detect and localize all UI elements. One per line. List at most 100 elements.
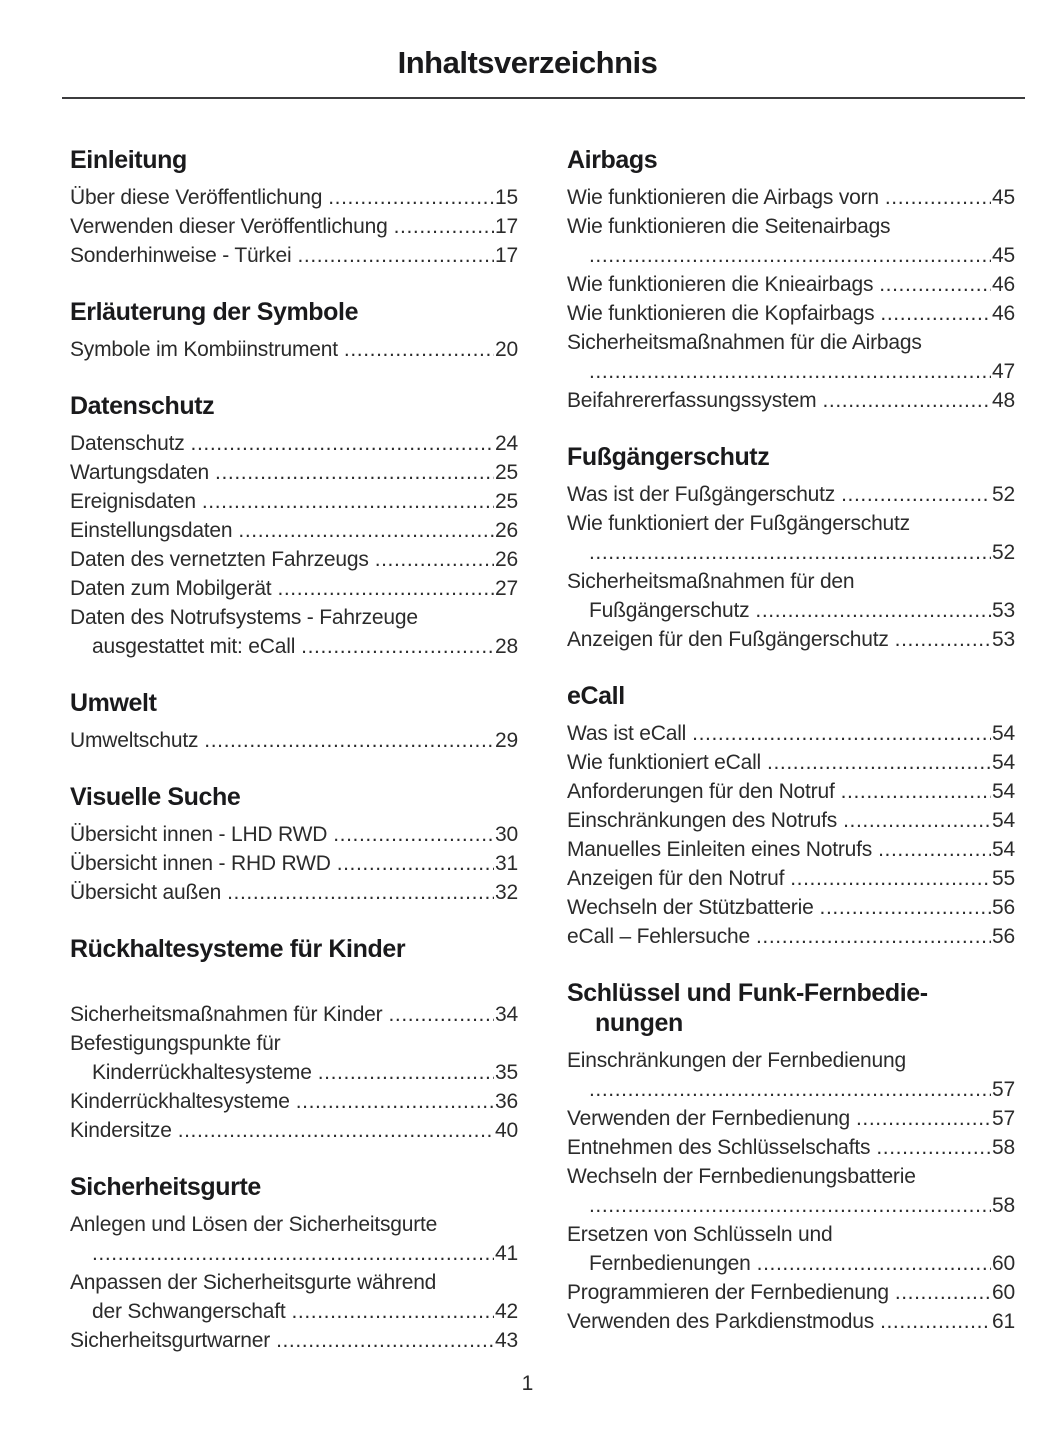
toc-entry-page-number: 40 xyxy=(495,1119,518,1142)
toc-entry[interactable]: eCall – Fehlersuche.....................… xyxy=(567,922,1015,951)
toc-entry[interactable]: Ereignisdaten...........................… xyxy=(70,487,518,516)
toc-entry-title: Kinderrückhaltesysteme xyxy=(70,1090,290,1113)
toc-entry-last-line: Einschränkungen des Notrufs.............… xyxy=(567,806,1015,835)
toc-entry[interactable]: Kindersitze.............................… xyxy=(70,1116,518,1145)
toc-entry[interactable]: Übersicht außen.........................… xyxy=(70,878,518,907)
toc-entry-page-number: 15 xyxy=(495,186,518,209)
toc-entry[interactable]: Ersetzen von Schlüsseln und Fernbedienung… xyxy=(567,1220,1015,1278)
toc-entry-text-line: Anlegen und Lösen der Sicherheitsgurte xyxy=(70,1213,438,1236)
toc-entry-page-number: 45 xyxy=(992,186,1015,209)
toc-column-right: Airbags Wie funktionieren die Airbags vor… xyxy=(567,118,1015,1355)
toc-entry[interactable]: Wechseln der Fernbedienungsbatterie.....… xyxy=(567,1162,1015,1220)
toc-entry[interactable]: Wie funktionieren die Knieairbags.......… xyxy=(567,270,1015,299)
toc-entry-page-number: 47 xyxy=(992,360,1015,383)
toc-entry-last-line: Fernbedienungen.........................… xyxy=(567,1249,1015,1278)
toc-entry-page-number: 36 xyxy=(495,1090,518,1113)
toc-entry[interactable]: Anzeigen für den Notruf.................… xyxy=(567,864,1015,893)
toc-entry[interactable]: Wie funktionieren die Kopfairbags.......… xyxy=(567,299,1015,328)
toc-section: Schlüssel und Funk-Fernbedie-nungen Einsc… xyxy=(567,978,1015,1336)
toc-entry-title: Wie funktionieren die Knieairbags xyxy=(567,273,874,296)
toc-entry[interactable]: Befestigungspunkte für Kinderrückhaltesys… xyxy=(70,1029,518,1087)
toc-entry-title: Wechseln der Stützbatterie xyxy=(567,896,814,919)
toc-entry-last-line: Sonderhinweise - Türkei.................… xyxy=(70,241,518,270)
dot-leader: ........................................… xyxy=(855,1107,992,1130)
toc-entry-page-number: 53 xyxy=(992,599,1015,622)
toc-entry[interactable]: Einschränkungen des Notrufs.............… xyxy=(567,806,1015,835)
toc-entry[interactable]: Wie funktioniert der Fußgängerschutz....… xyxy=(567,509,1015,567)
toc-entry-title: Übersicht innen - LHD RWD xyxy=(70,823,328,846)
toc-entry[interactable]: Datenschutz.............................… xyxy=(70,429,518,458)
toc-entry[interactable]: Manuelles Einleiten eines Notrufs.......… xyxy=(567,835,1015,864)
toc-entry[interactable]: Übersicht innen - LHD RWD...............… xyxy=(70,820,518,849)
toc-entry[interactable]: Verwenden der Fernbedienung.............… xyxy=(567,1104,1015,1133)
toc-entry[interactable]: Was ist eCall...........................… xyxy=(567,719,1015,748)
toc-entry-last-line: Übersicht innen - LHD RWD...............… xyxy=(70,820,518,849)
toc-entry-page-number: 48 xyxy=(992,389,1015,412)
toc-entry[interactable]: Entnehmen des Schlüsselschafts..........… xyxy=(567,1133,1015,1162)
toc-entry[interactable]: Daten des Notrufsystems - Fahrzeuge ausge… xyxy=(70,603,518,661)
toc-section: Erläuterung der Symbole Symbole im Kombii… xyxy=(70,297,518,364)
toc-entry[interactable]: Verwenden dieser Veröffentlichung.......… xyxy=(70,212,518,241)
toc-entry-page-number: 35 xyxy=(495,1061,518,1084)
toc-entry-page-number: 54 xyxy=(992,809,1015,832)
toc-entry[interactable]: Kinderrückhaltesysteme..................… xyxy=(70,1087,518,1116)
toc-entry[interactable]: Sicherheitsmaßnahmen für Kinder.........… xyxy=(70,1000,518,1029)
toc-entry[interactable]: Sonderhinweise - Türkei.................… xyxy=(70,241,518,270)
toc-section: eCall Was ist eCall......................… xyxy=(567,681,1015,951)
toc-entry[interactable]: Wie funktionieren die Seitenairbags.....… xyxy=(567,212,1015,270)
toc-entry[interactable]: Verwenden des Parkdienstmodus...........… xyxy=(567,1307,1015,1336)
toc-entry-page-number: 61 xyxy=(992,1310,1015,1333)
toc-entry-page-number: 53 xyxy=(992,628,1015,651)
toc-entry[interactable]: Anpassen der Sicherheitsgurte während der… xyxy=(70,1268,518,1326)
dot-leader: ........................................… xyxy=(297,244,494,267)
toc-entry-page-number: 42 xyxy=(495,1300,518,1323)
toc-entry-last-line: Beifahrererfassungssystem...............… xyxy=(567,386,1015,415)
toc-entry[interactable]: Über diese Veröffentlichung.............… xyxy=(70,183,518,212)
toc-entry[interactable]: Daten zum Mobilgerät....................… xyxy=(70,574,518,603)
toc-entry[interactable]: Symbole im Kombiinstrument..............… xyxy=(70,335,518,364)
toc-entry-page-number: 27 xyxy=(495,577,518,600)
toc-entry[interactable]: Programmieren der Fernbedienung.........… xyxy=(567,1278,1015,1307)
section-heading-line: Rückhaltesysteme für Kinder xyxy=(70,935,406,963)
toc-entry[interactable]: Anlegen und Lösen der Sicherheitsgurte..… xyxy=(70,1210,518,1268)
toc-entry-page-number: 41 xyxy=(495,1242,518,1265)
toc-entry-page-number: 31 xyxy=(495,852,518,875)
dot-leader: ........................................… xyxy=(295,1090,494,1113)
toc-entry[interactable]: Was ist der Fußgängerschutz.............… xyxy=(567,480,1015,509)
toc-entry[interactable]: Einstellungsdaten.......................… xyxy=(70,516,518,545)
toc-entry[interactable]: Daten des vernetzten Fahrzeugs..........… xyxy=(70,545,518,574)
toc-entry[interactable]: Wartungsdaten...........................… xyxy=(70,458,518,487)
toc-entry[interactable]: Wechseln der Stützbatterie..............… xyxy=(567,893,1015,922)
toc-section: Visuelle Suche Übersicht innen - LHD RWD.… xyxy=(70,782,518,907)
section-heading: Fußgängerschutz xyxy=(567,442,1015,472)
toc-entry[interactable]: Wie funktioniert eCall..................… xyxy=(567,748,1015,777)
toc-entry-page-number: 25 xyxy=(495,490,518,513)
toc-entry[interactable]: Sicherheitsgurtwarner...................… xyxy=(70,1326,518,1355)
toc-entry[interactable]: Wie funktionieren die Airbags vorn......… xyxy=(567,183,1015,212)
toc-entry-page-number: 54 xyxy=(992,838,1015,861)
section-heading: Erläuterung der Symbole xyxy=(70,297,518,327)
toc-entry[interactable]: Beifahrererfassungssystem...............… xyxy=(567,386,1015,415)
toc-entry-text-line: Anpassen der Sicherheitsgurte während xyxy=(70,1271,437,1294)
toc-entry-page-number: 30 xyxy=(495,823,518,846)
toc-entry-last-line: Symbole im Kombiinstrument..............… xyxy=(70,335,518,364)
toc-entry-last-line: Kinderrückhaltesysteme..................… xyxy=(70,1087,518,1116)
toc-entry[interactable]: Umweltschutz............................… xyxy=(70,726,518,755)
section-heading-line: Visuelle Suche xyxy=(70,783,241,811)
toc-entry-text-line: Ersetzen von Schlüsseln und xyxy=(567,1223,833,1246)
dot-leader: ........................................… xyxy=(333,823,495,846)
toc-entry[interactable]: Übersicht innen - RHD RWD...............… xyxy=(70,849,518,878)
section-heading: Schlüssel und Funk-Fernbedie-nungen xyxy=(567,978,1015,1038)
toc-entry-last-line: Wartungsdaten...........................… xyxy=(70,458,518,487)
toc-entry[interactable]: Sicherheitsmaßnahmen für den Fußgängersch… xyxy=(567,567,1015,625)
toc-entry[interactable]: Anzeigen für den Fußgängerschutz........… xyxy=(567,625,1015,654)
toc-entry-last-line: Wechseln der Stützbatterie..............… xyxy=(567,893,1015,922)
section-heading-line: Einleitung xyxy=(70,146,187,174)
toc-entry[interactable]: Einschränkungen der Fernbedienung.......… xyxy=(567,1046,1015,1104)
toc-entry[interactable]: Anforderungen für den Notruf............… xyxy=(567,777,1015,806)
toc-entry[interactable]: Sicherheitsmaßnahmen für die Airbags....… xyxy=(567,328,1015,386)
dot-leader: ........................................… xyxy=(177,1119,494,1142)
toc-section: Umwelt Umweltschutz......................… xyxy=(70,688,518,755)
toc-entry-page-number: 25 xyxy=(495,461,518,484)
toc-entry-last-line: Wie funktionieren die Knieairbags.......… xyxy=(567,270,1015,299)
